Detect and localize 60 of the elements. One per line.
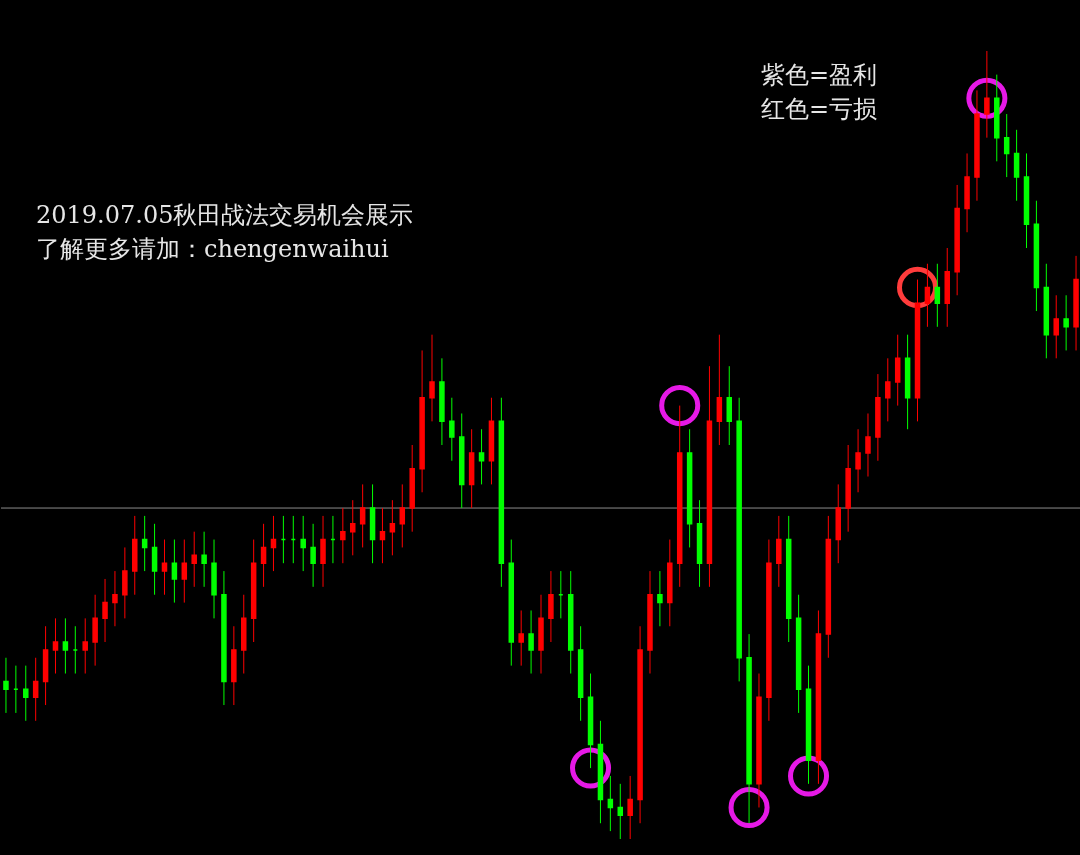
candlestick — [1003, 113, 1010, 178]
candlestick — [449, 397, 455, 462]
annotation: 紫色=盈利 — [761, 61, 878, 89]
candlestick — [310, 523, 316, 588]
candlestick — [1013, 129, 1020, 202]
candlestick — [112, 570, 118, 627]
point — [787, 755, 830, 797]
candlestick — [23, 665, 29, 722]
annotation: 红色=亏损 — [761, 95, 878, 123]
candlestick — [607, 775, 614, 832]
candlestick — [52, 617, 59, 675]
candlestick — [865, 412, 871, 478]
candlestick — [855, 428, 861, 493]
candlestick — [270, 515, 277, 572]
candlestick — [934, 263, 941, 328]
candlestick — [924, 263, 931, 328]
candlestick — [389, 499, 396, 556]
candlestick — [478, 428, 485, 485]
candlestick — [518, 609, 524, 667]
candlestick — [894, 334, 901, 407]
candlestick — [399, 483, 406, 548]
candlestick — [359, 483, 366, 548]
candlestick — [1053, 294, 1059, 359]
candlestick — [984, 50, 990, 139]
candlestick — [1063, 294, 1069, 351]
candlestick — [92, 594, 98, 667]
candlestick — [657, 570, 663, 627]
candlestick — [122, 546, 128, 619]
candlestick — [161, 539, 168, 596]
candlestick — [776, 515, 782, 588]
candlestick — [3, 657, 9, 714]
candlestick — [617, 783, 624, 840]
text: 了解更多请加：chengenwaihui — [36, 235, 390, 263]
candlestick — [349, 499, 356, 556]
candlestick — [201, 531, 207, 588]
candlestick — [151, 523, 158, 596]
candlestick — [171, 539, 178, 604]
point — [659, 385, 701, 427]
candlestick — [82, 617, 88, 675]
candlestick — [320, 515, 326, 588]
candlestick — [260, 523, 267, 588]
candlestick — [181, 539, 188, 604]
candlestick — [627, 775, 633, 840]
candlestick — [32, 657, 39, 722]
candlestick — [716, 334, 723, 446]
candlestick — [528, 609, 534, 675]
candlestick — [62, 617, 69, 675]
candlestick — [141, 515, 148, 572]
candlestick — [300, 515, 306, 572]
candlestick — [885, 357, 891, 422]
candlestick — [379, 507, 386, 564]
candlestick — [548, 570, 554, 643]
candlestick — [102, 578, 108, 643]
candlestick — [340, 507, 346, 564]
candlestick — [429, 334, 435, 422]
point — [896, 266, 939, 308]
point — [728, 786, 770, 828]
candlestick — [726, 365, 733, 446]
candlestick — [191, 531, 197, 588]
text: 2019.07.05秋田战法交易机会展示 — [36, 201, 414, 229]
